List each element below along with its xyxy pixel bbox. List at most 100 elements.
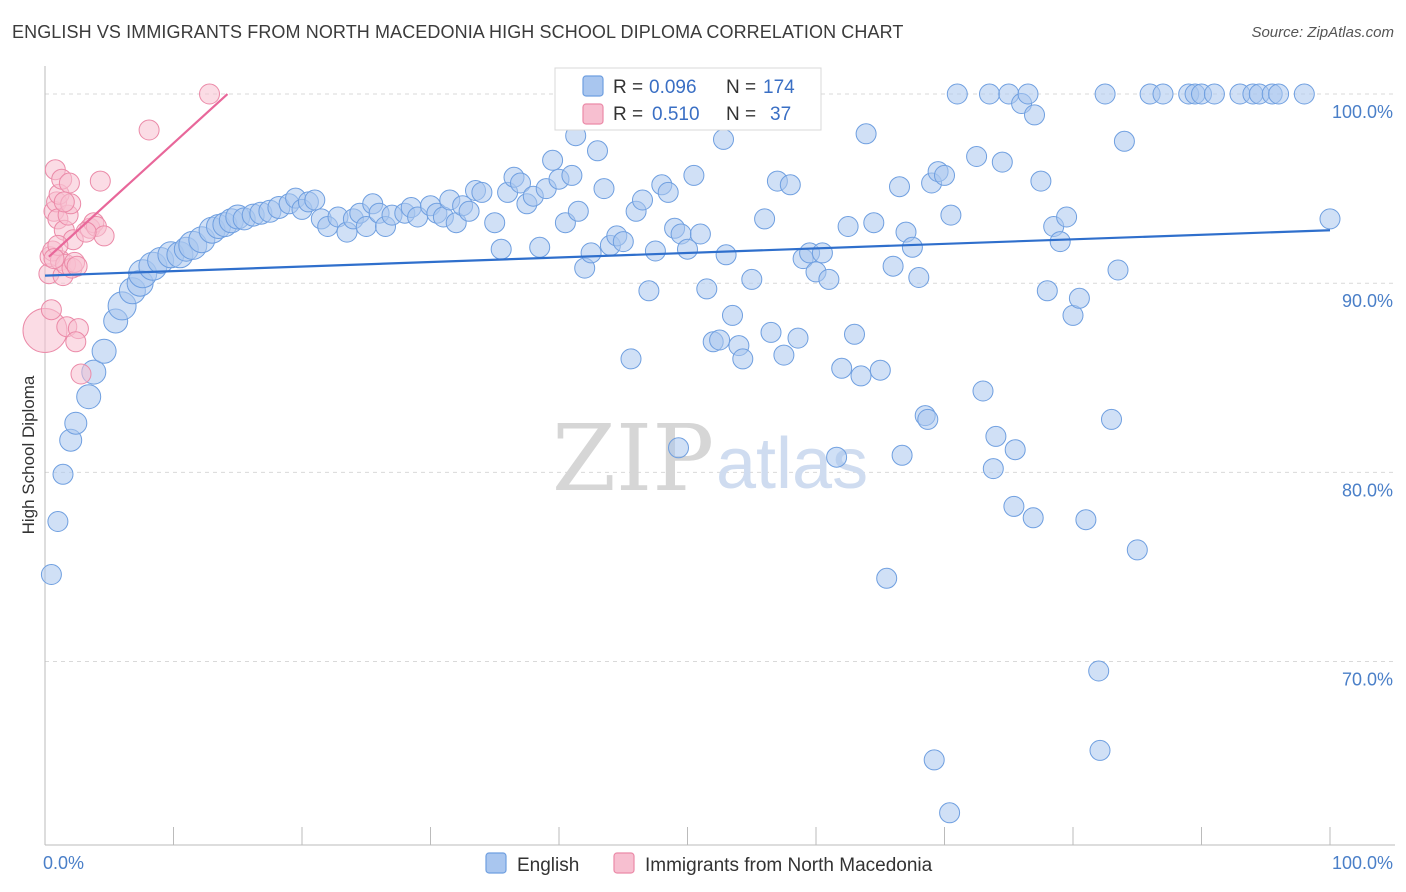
english-point <box>732 348 754 370</box>
watermark-atlas: atlas <box>716 424 868 504</box>
english-point <box>1268 83 1290 105</box>
watermark: ZIP atlas <box>552 405 868 512</box>
english-point <box>891 444 913 466</box>
english-point <box>696 278 718 300</box>
y-tick-label-0: 100.0% <box>1332 102 1393 122</box>
macedonia-point <box>199 83 220 105</box>
english-point <box>458 200 480 222</box>
english-point <box>709 329 731 351</box>
english-point <box>471 181 493 203</box>
chart-source: Source: ZipAtlas.com <box>1251 24 1394 41</box>
english-point <box>1107 259 1129 281</box>
english-point <box>982 458 1004 480</box>
english-point <box>837 216 859 237</box>
y-tick-label-3: 70.0% <box>1342 670 1393 690</box>
legend-english-n-value: 174 <box>763 77 795 98</box>
y-tick-label-2: 80.0% <box>1342 480 1393 500</box>
legend-macedonia-r-value: 0.510 <box>652 104 700 125</box>
y-tick-label-1: 90.0% <box>1342 291 1393 311</box>
y-axis-title: High School Diploma <box>19 375 38 534</box>
x-tick-label-0: 0.0% <box>43 853 84 873</box>
series-legend: English Immigrants from North Macedonia <box>485 852 933 876</box>
english-point <box>831 357 853 379</box>
english-point <box>741 268 763 290</box>
english-point <box>52 463 74 485</box>
english-point <box>1089 739 1111 761</box>
english-point <box>587 140 608 162</box>
english-point <box>1088 660 1110 682</box>
bottom-legend-macedonia: Immigrants from North Macedonia <box>645 855 933 876</box>
english-point <box>869 359 891 381</box>
macedonia-point <box>138 119 160 141</box>
macedonia-point <box>53 191 75 213</box>
macedonia-point <box>66 255 88 277</box>
english-point <box>1293 83 1315 105</box>
english-point <box>773 344 795 366</box>
english-point <box>876 567 898 589</box>
legend-english-r-label: R = <box>613 77 643 98</box>
bottom-legend-english: English <box>517 855 579 876</box>
english-point <box>979 83 1000 105</box>
macedonia-trend-line <box>48 93 229 258</box>
legend-swatch-macedonia <box>582 103 604 125</box>
english-point <box>946 83 968 105</box>
english-point <box>490 238 512 260</box>
english-point <box>638 280 660 302</box>
legend-english-r-value: 0.096 <box>649 77 697 98</box>
english-point <box>754 208 776 230</box>
english-point <box>940 204 962 226</box>
english-point <box>863 212 885 234</box>
macedonia-point <box>89 170 111 192</box>
english-point <box>722 304 743 326</box>
english-point <box>908 267 930 288</box>
trend-lines <box>44 93 1331 277</box>
english-point <box>561 164 583 186</box>
axes <box>44 66 1395 846</box>
english-point <box>1094 83 1116 105</box>
english-point <box>1101 408 1122 430</box>
english-point <box>510 172 531 194</box>
english-point <box>760 321 782 343</box>
english-point <box>76 384 102 410</box>
english-point <box>811 242 833 264</box>
english-point <box>966 146 988 167</box>
english-point <box>1126 539 1148 561</box>
english-point <box>484 212 506 234</box>
english-point <box>779 174 801 196</box>
gridlines <box>45 93 1395 663</box>
english-point <box>1319 208 1341 230</box>
english-point <box>304 189 326 211</box>
english-point <box>644 240 666 262</box>
english-point <box>844 323 865 345</box>
english-point <box>715 244 737 266</box>
macedonia-point <box>70 363 92 385</box>
english-point <box>939 802 961 824</box>
legend-macedonia-n-value: 37 <box>770 104 791 125</box>
english-point <box>1003 495 1025 517</box>
english-point <box>787 327 809 349</box>
english-point <box>1030 170 1052 192</box>
macedonia-point <box>40 299 62 321</box>
english-point <box>689 223 711 245</box>
english-point <box>855 123 877 145</box>
macedonia-point <box>65 331 87 353</box>
legend-macedonia-n-label: N = <box>726 104 756 125</box>
english-trend-line <box>44 229 1331 277</box>
english-point <box>40 564 62 585</box>
english-point <box>1024 104 1045 126</box>
chart-title: ENGLISH VS IMMIGRANTS FROM NORTH MACEDON… <box>12 22 904 42</box>
english-point <box>1004 439 1026 461</box>
english-point <box>612 231 634 253</box>
english-point <box>657 181 679 203</box>
macedonia-point <box>43 248 65 270</box>
macedonia-points <box>22 83 220 385</box>
english-points <box>40 83 1341 824</box>
legend-macedonia-r-label: R = <box>613 104 643 125</box>
macedonia-point <box>93 225 115 247</box>
english-point <box>529 236 551 258</box>
legend-swatch-english <box>582 75 604 97</box>
english-point <box>567 200 589 222</box>
legend-english-n-label: N = <box>726 77 756 98</box>
english-point <box>934 164 955 186</box>
macedonia-point <box>58 172 80 194</box>
